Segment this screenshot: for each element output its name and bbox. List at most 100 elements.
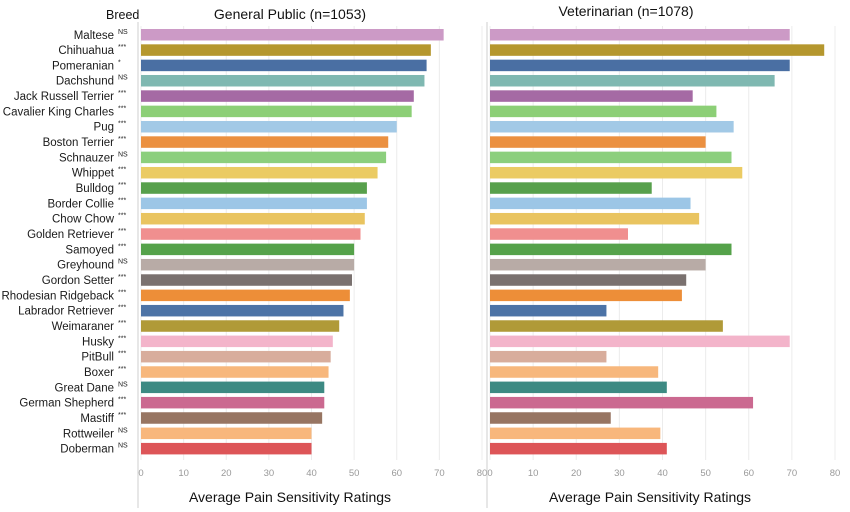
bar	[141, 151, 387, 164]
bars	[141, 29, 825, 455]
bar	[490, 412, 611, 424]
significance-label: ***	[118, 320, 126, 327]
bar	[490, 136, 706, 148]
bar	[490, 59, 790, 72]
breed-column-header: Breed	[106, 8, 139, 22]
significance-label: ***	[118, 121, 126, 128]
significance-label: NS	[118, 427, 128, 434]
bar	[490, 74, 775, 87]
significance-label: ***	[118, 90, 126, 97]
bar	[490, 366, 659, 378]
bar	[490, 197, 691, 210]
breed-label: Chow Chow	[52, 214, 115, 226]
x-tick-label: 60	[743, 468, 754, 479]
bar	[141, 366, 329, 378]
x-tick-label: 20	[571, 468, 582, 479]
breed-label: Husky	[82, 336, 114, 348]
breed-label: Rhodesian Ridgeback	[1, 290, 114, 302]
significance-label: ***	[118, 197, 126, 204]
significance-label: *	[118, 59, 121, 66]
bar	[490, 166, 743, 179]
x-ticks: 0 10 20 30 40 50 60 70 80 0 10 20 30 40 50 60 70 80	[138, 468, 840, 479]
breed-label: Border Collie	[48, 198, 114, 210]
bar	[141, 166, 378, 179]
breed-label: German Shepherd	[19, 398, 114, 410]
bar	[141, 274, 352, 286]
bar	[490, 212, 700, 225]
x-tick-label: 50	[700, 468, 711, 479]
significance-label: ***	[118, 351, 126, 358]
x-tick-label: 30	[264, 468, 275, 479]
bar	[490, 258, 706, 271]
x-tick-label: 40	[657, 468, 668, 479]
x-tick-label: 0	[487, 468, 492, 479]
breed-label: Pomeranian	[52, 60, 114, 72]
breed-label: Golden Retriever	[27, 229, 114, 241]
bar	[141, 350, 331, 363]
bar	[141, 228, 361, 240]
bar	[141, 396, 325, 409]
x-axis-title-right: Average Pain Sensitivity Ratings	[549, 489, 751, 505]
bar	[490, 381, 667, 394]
breed-label: Chihuahua	[58, 45, 114, 57]
significance-label: ***	[118, 412, 126, 419]
breed-label: Great Dane	[55, 382, 114, 394]
x-tick-label: 20	[221, 468, 232, 479]
bar	[141, 120, 397, 133]
bar	[490, 90, 693, 102]
significance-label: NS	[118, 259, 128, 266]
significance-label: ***	[118, 44, 126, 51]
panel-title-right: Veterinarian (n=1078)	[558, 3, 693, 19]
bar	[141, 304, 344, 317]
bar	[141, 29, 444, 41]
breed-label: Boxer	[84, 367, 114, 379]
significance-label: ***	[118, 305, 126, 312]
bar	[141, 381, 325, 394]
x-tick-label: 80	[830, 468, 841, 479]
bar	[490, 120, 734, 133]
bar	[490, 151, 732, 164]
significance-label: NS	[118, 381, 128, 388]
breed-label: Doberman	[60, 444, 114, 456]
bar	[141, 320, 340, 332]
x-tick-label: 30	[614, 468, 625, 479]
panel-title-left: General Public (n=1053)	[214, 6, 366, 22]
breed-label: PitBull	[81, 352, 114, 364]
bar	[141, 212, 365, 225]
bar	[141, 182, 367, 194]
significance-label: ***	[118, 105, 126, 112]
significance-label: ***	[118, 274, 126, 281]
bar	[490, 29, 790, 41]
bar	[141, 136, 389, 148]
breed-label: Greyhound	[57, 260, 114, 272]
significance-label: ***	[118, 397, 126, 404]
breed-label: Schnauzer	[59, 152, 114, 164]
breed-label: Boston Terrier	[43, 137, 115, 149]
bar	[141, 412, 323, 424]
breed-label: Dachshund	[56, 76, 114, 88]
significance-label: ***	[118, 243, 126, 250]
bar	[141, 258, 355, 271]
bar	[490, 350, 607, 363]
breed-label: Bulldog	[76, 183, 114, 195]
breed-label: Maltese	[74, 30, 114, 42]
bar	[490, 289, 682, 302]
bar	[141, 289, 350, 302]
breed-label: Weimaraner	[52, 321, 115, 333]
bar	[141, 44, 431, 56]
significance-label: ***	[118, 213, 126, 220]
bar	[490, 335, 790, 348]
bar	[141, 197, 367, 210]
significance-label: NS	[118, 29, 128, 36]
bar	[141, 427, 312, 440]
bar	[141, 335, 333, 348]
bar	[490, 228, 628, 240]
x-tick-label: 60	[391, 468, 402, 479]
bar	[141, 105, 412, 118]
bar	[490, 320, 723, 332]
breed-label: Rottweiler	[63, 428, 114, 440]
x-tick-label: 10	[178, 468, 189, 479]
breed-label: Gordon Setter	[42, 275, 114, 287]
breed-label: Pug	[94, 122, 114, 134]
